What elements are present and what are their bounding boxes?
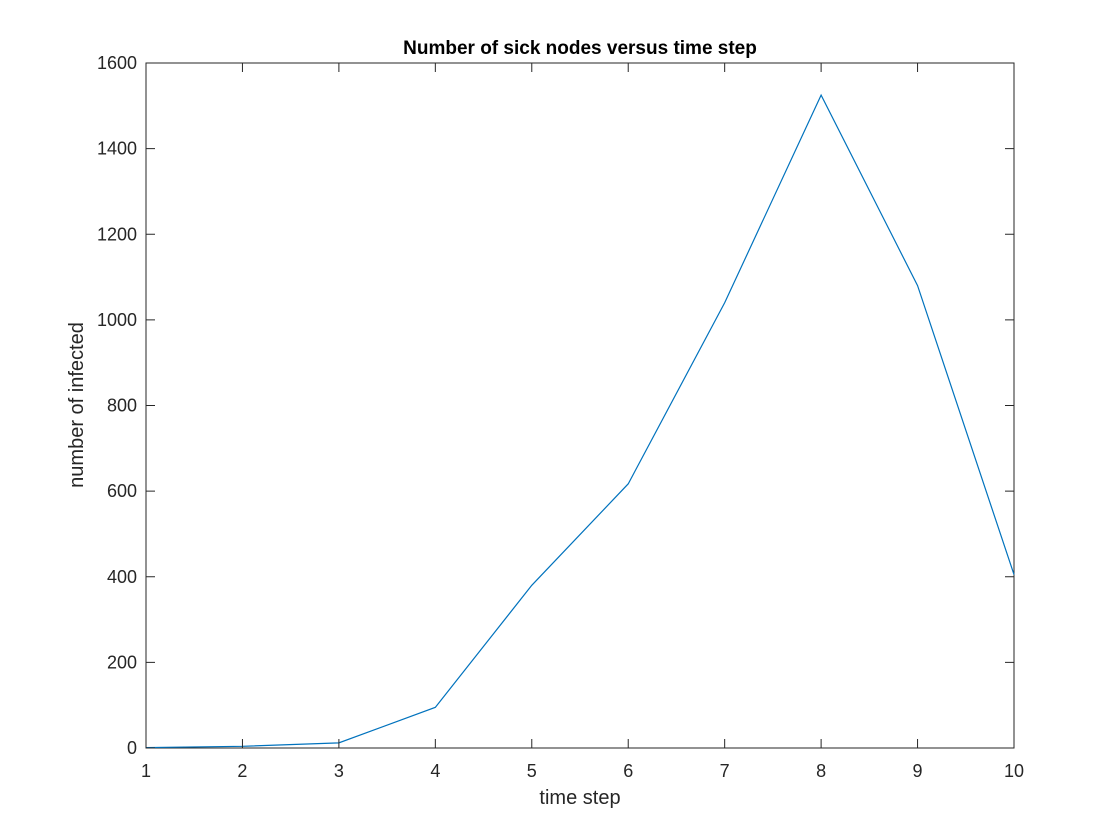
y-tick-label: 1600: [97, 53, 137, 73]
series-line: [145, 93, 1015, 749]
x-tick-label: 4: [430, 761, 440, 781]
y-tick-label: 600: [107, 481, 137, 501]
x-tick-label: 1: [141, 761, 151, 781]
ticks-layer: 1 2 3 4 5 6 7 8 9 10 0 200 400 600 800 1000 1200 1400 1600: [97, 53, 1024, 781]
x-axis-label: time step: [539, 787, 620, 809]
x-tick-label: 2: [237, 761, 247, 781]
x-tick-label: 10: [1004, 761, 1024, 781]
x-tick-label: 7: [720, 761, 730, 781]
x-tick-label: 6: [623, 761, 633, 781]
y-tick-label: 800: [107, 396, 137, 416]
x-tick-label: 8: [816, 761, 826, 781]
y-tick-label: 1400: [97, 139, 137, 159]
y-tick-label: 200: [107, 652, 137, 672]
x-tick-label: 9: [913, 761, 923, 781]
y-axis-label: number of infected: [66, 322, 88, 488]
x-tick-label: 3: [334, 761, 344, 781]
chart-title: Number of sick nodes versus time step: [403, 38, 757, 59]
series-layer: [145, 93, 1015, 749]
x-tick-label: 5: [527, 761, 537, 781]
y-tick-label: 1000: [97, 310, 137, 330]
y-tick-label: 1200: [97, 224, 137, 244]
y-tick-label: 0: [127, 738, 137, 758]
y-tick-label: 400: [107, 567, 137, 587]
